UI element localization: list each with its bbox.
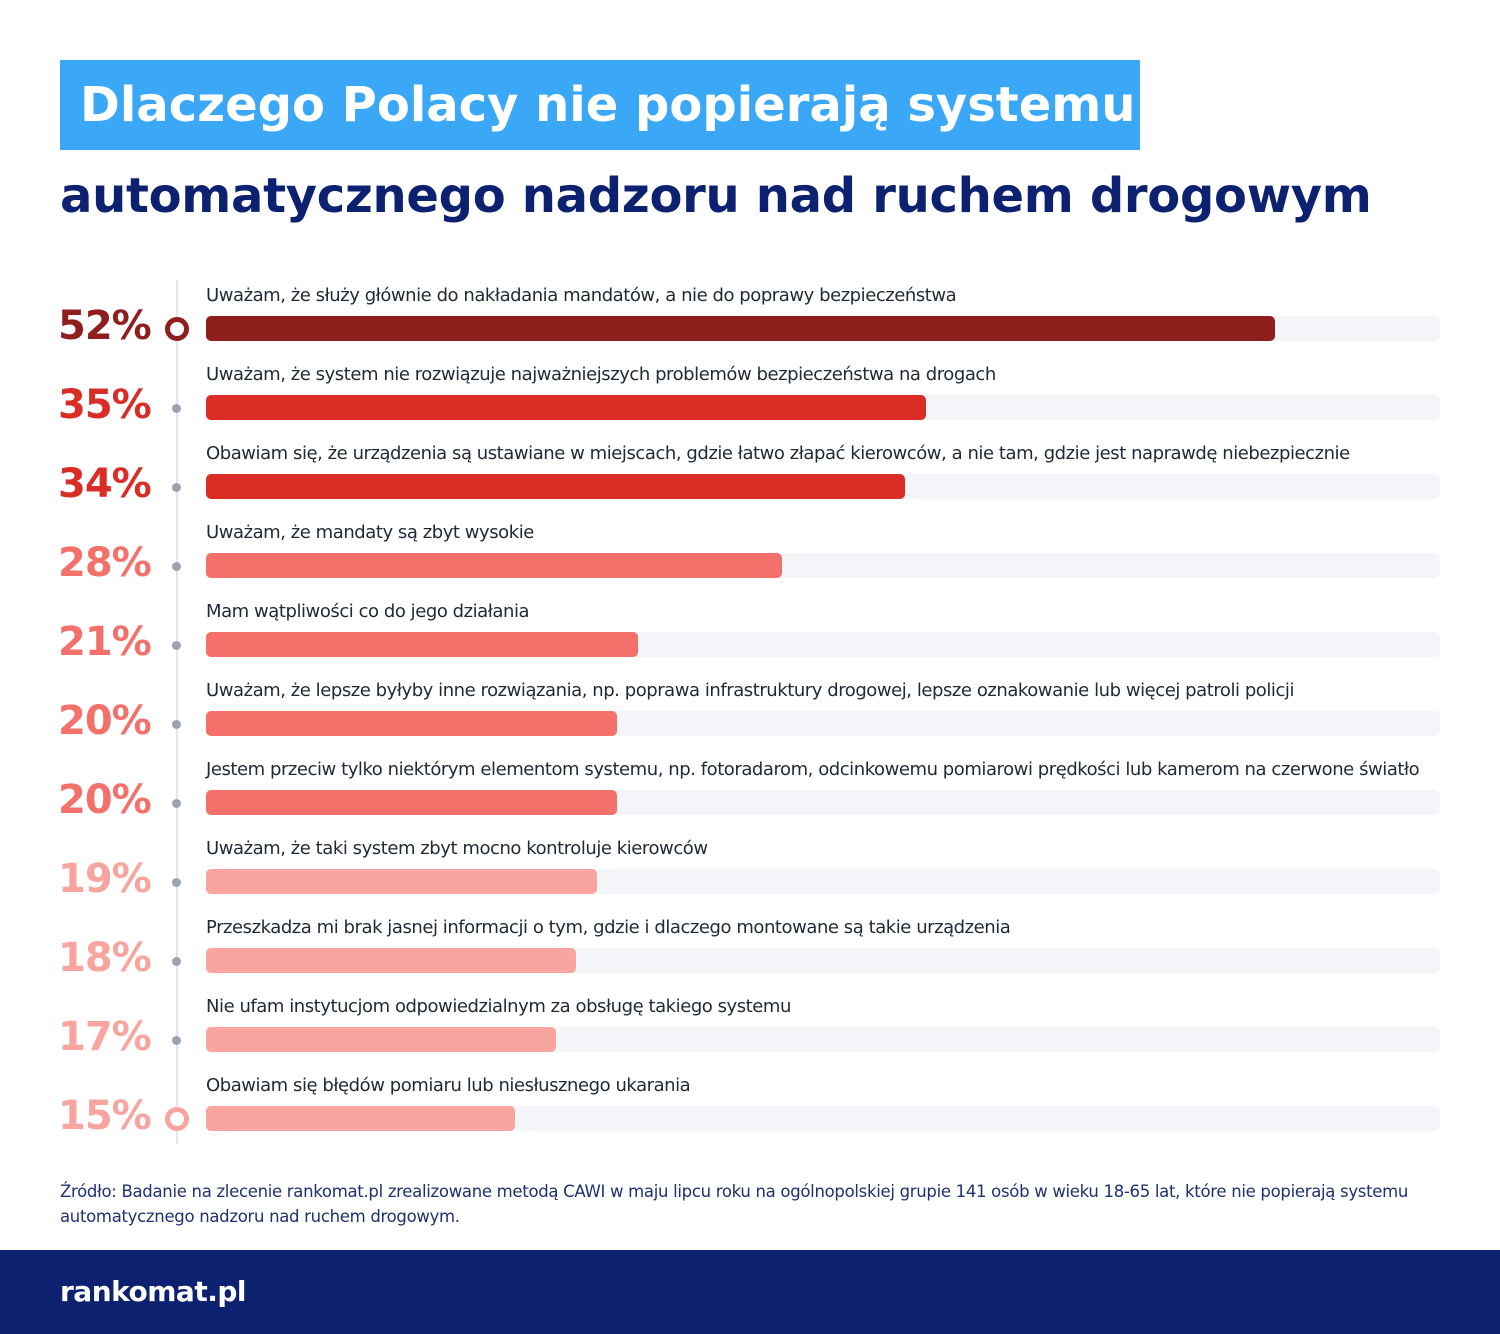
percent-label: 35% [58,382,152,428]
timeline-line [176,280,178,1144]
percent-label: 34% [58,461,152,507]
bar [206,948,576,973]
bar-label: Przeszkadza mi brak jasnej informacji o … [206,917,1011,938]
bar-track [206,711,1440,736]
timeline-dot-marker [172,720,181,729]
bar-track [206,395,1440,420]
percent-label: 21% [58,619,152,665]
timeline-dot-marker [172,957,181,966]
bar-label: Mam wątpliwości co do jego działania [206,601,530,622]
percent-label: 15% [58,1093,152,1139]
chart-row: 18% Przeszkadza mi brak jasnej informacji… [0,914,1500,993]
percent-label: 20% [58,777,152,823]
title-line-2: automatycznego nadzoru nad ruchem drogow… [60,168,1372,224]
bar-label: Uważam, że taki system zbyt mocno kontro… [206,838,708,859]
timeline-dot-marker [172,878,181,887]
bar [206,553,782,578]
timeline-dot-marker [172,483,181,492]
bar-track [206,474,1440,499]
bar [206,474,905,499]
bar-label: Jestem przeciw tylko niektórym elementom… [206,759,1420,780]
rankomat-logo[interactable]: rankomat.pl [60,1275,246,1308]
bar-label: Uważam, że system nie rozwiązuje najważn… [206,364,996,385]
title-line-1: Dlaczego Polacy nie popierają systemu [60,60,1140,150]
bar-track [206,1106,1440,1131]
footer: rankomat.pl [0,1250,1500,1334]
bar-label: Uważam, że mandaty są zbyt wysokie [206,522,534,543]
bar-track [206,316,1440,341]
bar-track [206,553,1440,578]
chart-row: 34% Obawiam się, że urządzenia są ustawia… [0,440,1500,519]
timeline-ring-marker [165,317,189,341]
timeline-dot-marker [172,641,181,650]
bar [206,632,638,657]
bar-label: Uważam, że służy głównie do nakładania m… [206,285,957,306]
chart-row: 21% Mam wątpliwości co do jego działania [0,598,1500,677]
bar [206,711,617,736]
bar-track [206,1027,1440,1052]
chart-row: 52% Uważam, że służy głównie do nakładani… [0,282,1500,361]
timeline-dot-marker [172,562,181,571]
percent-label: 20% [58,698,152,744]
bar-track [206,869,1440,894]
percent-label: 17% [58,1014,152,1060]
timeline-dot-marker [172,404,181,413]
source-note: Źródło: Badanie na zlecenie rankomat.pl … [60,1182,1409,1226]
chart-row: 35% Uważam, że system nie rozwiązuje najw… [0,361,1500,440]
chart-row: 15% Obawiam się błędów pomiaru lub niesłu… [0,1072,1500,1151]
percent-label: 18% [58,935,152,981]
chart-row: 28% Uważam, że mandaty są zbyt wysokie [0,519,1500,598]
bar [206,790,617,815]
chart-row: 20% Uważam, że lepsze byłyby inne rozwiąz… [0,677,1500,756]
timeline-dot-marker [172,1036,181,1045]
bar-track [206,632,1440,657]
bar [206,395,926,420]
chart-row: 20% Jestem przeciw tylko niektórym elemen… [0,756,1500,835]
bar-track [206,790,1440,815]
bar-label: Obawiam się, że urządzenia są ustawiane … [206,443,1350,464]
bar-label: Obawiam się błędów pomiaru lub niesłuszn… [206,1075,691,1096]
chart-row: 17% Nie ufam instytucjom odpowiedzialnym … [0,993,1500,1072]
percent-label: 52% [58,303,152,349]
bar-label: Nie ufam instytucjom odpowiedzialnym za … [206,996,791,1017]
bar-track [206,948,1440,973]
bar [206,869,597,894]
bar-label: Uważam, że lepsze byłyby inne rozwiązani… [206,680,1295,701]
percent-label: 19% [58,856,152,902]
timeline-ring-marker [165,1107,189,1131]
bar [206,1027,556,1052]
percent-label: 28% [58,540,152,586]
timeline-dot-marker [172,799,181,808]
bar [206,1106,515,1131]
chart-row: 19% Uważam, że taki system zbyt mocno kon… [0,835,1500,914]
bar [206,316,1275,341]
